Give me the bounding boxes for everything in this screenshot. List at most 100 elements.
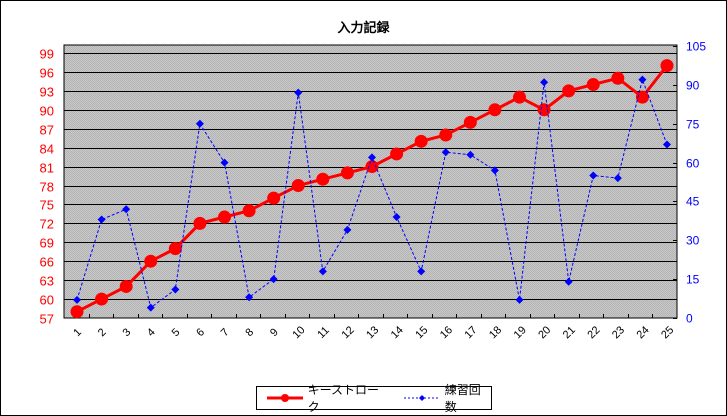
red-line-circle-icon: [267, 394, 303, 402]
data-point: [368, 153, 376, 162]
data-point: [490, 166, 499, 175]
data-point: [540, 78, 549, 87]
chart-title: 入力記録: [337, 21, 390, 36]
data-point: [218, 210, 231, 224]
data-point: [441, 148, 450, 157]
data-point: [663, 140, 671, 149]
x-axis-tick-label: 24: [635, 324, 652, 341]
left-axis-tick-label: 81: [40, 161, 54, 176]
x-axis-tick-label: 6: [194, 326, 207, 339]
data-point: [613, 174, 622, 183]
data-point: [365, 160, 379, 174]
x-axis-tick-label: 11: [315, 324, 332, 341]
data-point: [95, 292, 109, 306]
data-point: [635, 90, 649, 104]
data-point: [171, 285, 180, 294]
right-axis-tick-label: 90: [686, 79, 700, 93]
x-axis-tick-label: 13: [364, 324, 381, 341]
x-axis-tick-label: 25: [659, 324, 676, 341]
data-point: [562, 84, 576, 98]
left-axis-tick-label: 63: [40, 274, 54, 289]
left-axis-tick-label: 99: [40, 47, 54, 62]
data-point: [267, 191, 281, 205]
data-point: [537, 103, 551, 117]
data-point: [294, 88, 303, 97]
data-point: [291, 179, 305, 192]
x-axis-tick-label: 22: [585, 324, 602, 341]
data-point: [122, 205, 131, 214]
blue-dashed-diamond-icon: [404, 395, 441, 401]
left-axis-tick-label: 66: [40, 255, 54, 270]
x-axis-tick-label: 9: [268, 326, 281, 339]
x-axis-tick-label: 20: [536, 324, 553, 341]
right-axis-tick-label: 30: [686, 234, 700, 248]
left-axis-tick-label: 93: [40, 85, 54, 100]
x-axis-tick-label: 4: [145, 326, 158, 339]
x-axis-tick-label: 1: [71, 326, 84, 339]
data-point: [564, 277, 573, 286]
data-point: [73, 295, 81, 304]
data-point: [343, 225, 352, 234]
left-axis-tick-label: 78: [40, 180, 54, 195]
data-point: [269, 275, 278, 284]
right-axis-tick-label: 45: [686, 195, 700, 209]
x-axis-tick-label: 19: [512, 324, 529, 341]
legend-label: 練習回数: [444, 383, 481, 414]
x-axis-tick-label: 23: [610, 324, 627, 341]
data-point: [97, 215, 106, 224]
x-axis-tick-label: 17: [462, 324, 479, 341]
data-point: [119, 279, 133, 293]
x-axis-tick-label: 3: [120, 326, 133, 339]
data-point: [439, 128, 453, 142]
left-axis-tick-label: 87: [40, 123, 54, 138]
x-axis-tick-label: 15: [413, 324, 430, 341]
data-point: [466, 150, 475, 159]
data-point: [488, 103, 502, 117]
right-axis-tick-label: 105: [686, 40, 706, 54]
data-point: [515, 295, 524, 304]
data-point: [638, 75, 647, 84]
right-axis-tick-label: 75: [686, 118, 700, 132]
x-axis-tick-label: 16: [438, 324, 455, 341]
data-point: [144, 254, 158, 268]
data-point: [414, 134, 428, 148]
x-axis-tick-label: 2: [96, 326, 109, 339]
left-axis-tick-label: 84: [40, 142, 54, 157]
data-point: [146, 303, 155, 312]
x-axis-tick-label: 8: [243, 326, 256, 339]
x-axis-tick-label: 5: [170, 326, 183, 339]
data-point: [589, 171, 598, 180]
data-point: [392, 212, 401, 221]
data-point: [245, 293, 254, 302]
data-point: [463, 115, 477, 129]
x-axis-tick-label: 18: [487, 324, 504, 341]
data-point: [586, 78, 600, 92]
x-axis-tick-label: 7: [219, 326, 232, 339]
data-point: [316, 172, 330, 186]
data-point: [417, 267, 426, 276]
right-axis-tick-label: 15: [686, 273, 700, 287]
data-point: [193, 216, 207, 230]
data-point: [390, 147, 404, 161]
left-axis-tick-label: 72: [40, 217, 54, 232]
data-point: [242, 204, 256, 218]
left-axis-tick-label: 75: [40, 198, 54, 213]
data-point: [660, 59, 674, 73]
left-axis-tick-label: 57: [40, 312, 54, 327]
legend-item-practice-count: 練習回数: [402, 381, 491, 415]
x-axis-tick-label: 14: [389, 324, 406, 341]
left-axis-tick-label: 69: [40, 236, 54, 251]
left-axis-tick-label: 90: [40, 104, 54, 119]
x-axis-tick-label: 10: [290, 324, 307, 341]
data-point: [513, 90, 526, 104]
data-point: [611, 71, 625, 85]
data-point: [168, 242, 182, 256]
data-point: [318, 267, 327, 276]
x-axis-tick-label: 21: [561, 324, 578, 341]
legend: キーストローク 練習回数: [256, 383, 492, 414]
legend-label: キーストローク: [307, 383, 380, 414]
x-axis-tick-label: 12: [340, 324, 357, 341]
right-axis-tick-label: 0: [686, 312, 693, 326]
left-axis-tick-label: 96: [40, 66, 54, 81]
